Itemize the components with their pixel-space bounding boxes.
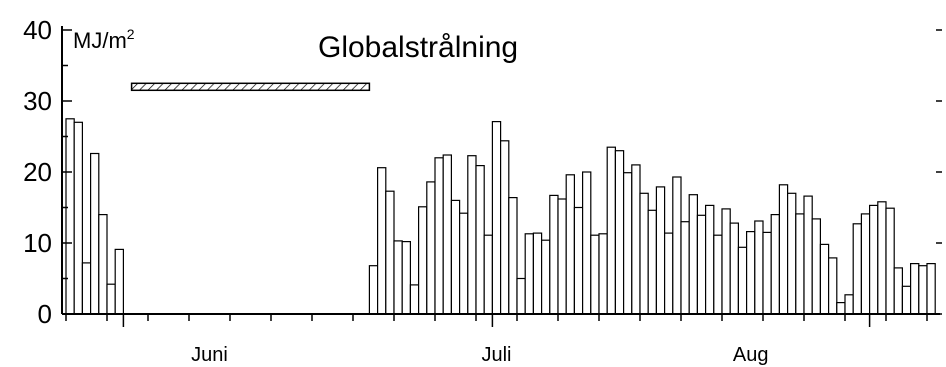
bar — [500, 140, 510, 315]
bar — [450, 199, 461, 315]
bar — [89, 152, 100, 315]
chart-title: Globalstrålning — [318, 31, 518, 64]
period-bar — [130, 82, 371, 92]
y-tick-label: 30 — [23, 86, 52, 116]
bar — [631, 164, 641, 315]
bar — [65, 118, 75, 315]
bar — [754, 220, 764, 315]
bar — [811, 218, 822, 315]
bar — [483, 234, 494, 315]
bar — [606, 146, 617, 315]
y-axis-unit-label: MJ/m2 — [73, 26, 135, 53]
bar — [647, 209, 658, 315]
bar — [622, 172, 633, 315]
y-tick-label: 0 — [38, 299, 52, 329]
bar — [918, 265, 928, 315]
bar — [770, 214, 781, 315]
bar — [885, 207, 895, 315]
bar — [508, 197, 518, 315]
bar — [844, 294, 854, 315]
bar — [532, 232, 543, 315]
bar — [737, 246, 748, 315]
bar — [598, 233, 608, 315]
bar — [836, 302, 846, 315]
bar — [114, 248, 124, 315]
y-axis-unit: MJ/m — [73, 28, 127, 53]
bar — [795, 213, 805, 315]
bar — [893, 267, 904, 315]
y-tick-label: 10 — [23, 228, 52, 258]
bar — [860, 213, 871, 315]
x-tick-label: Juli — [481, 344, 511, 366]
bar — [877, 201, 887, 315]
bar — [901, 285, 912, 315]
bar — [852, 223, 863, 315]
bar — [721, 208, 731, 315]
bar — [524, 233, 535, 315]
bar — [926, 263, 936, 315]
bar — [426, 181, 436, 315]
bar — [663, 232, 674, 315]
bar — [409, 284, 420, 315]
bar — [803, 195, 813, 315]
bar — [385, 190, 395, 315]
bar — [540, 239, 551, 315]
bar — [827, 257, 838, 315]
bar — [778, 184, 789, 315]
bar — [909, 263, 920, 315]
bar — [81, 262, 92, 315]
bar — [688, 194, 699, 315]
y-tick-label: 20 — [23, 157, 52, 187]
y-tick-label: 40 — [23, 15, 52, 45]
bar — [98, 214, 108, 315]
bar — [672, 176, 682, 315]
bar — [680, 221, 690, 315]
y-axis-unit-superscript: 2 — [127, 26, 135, 42]
bar — [762, 231, 772, 315]
bar — [614, 150, 625, 315]
plot-area: 0 10 20 30 40 Juni Juli Aug — [23, 15, 942, 366]
bar — [557, 198, 567, 315]
bar — [745, 231, 756, 315]
bar — [459, 212, 469, 315]
bar — [549, 194, 559, 315]
x-tick-label: Aug — [733, 344, 769, 366]
bar — [516, 277, 526, 315]
bar — [713, 234, 723, 315]
bar — [696, 214, 707, 315]
bar — [655, 186, 666, 315]
bar — [819, 243, 830, 315]
bar — [590, 234, 600, 315]
bar — [573, 206, 584, 315]
bar — [581, 171, 592, 315]
bar — [418, 206, 428, 315]
bar — [434, 157, 444, 315]
bar — [639, 192, 649, 315]
bar — [868, 204, 879, 315]
bar — [442, 154, 453, 315]
bar — [106, 283, 116, 315]
bar — [786, 192, 797, 315]
bar — [401, 241, 412, 315]
bar — [377, 167, 387, 315]
bar — [393, 240, 403, 315]
bar — [467, 155, 477, 315]
bar — [491, 120, 502, 315]
bar — [565, 174, 576, 315]
bar — [475, 165, 485, 315]
x-tick-label: Juni — [191, 344, 228, 366]
bar — [704, 204, 715, 315]
bar — [73, 121, 83, 315]
bar — [368, 265, 379, 315]
bar — [729, 222, 740, 315]
